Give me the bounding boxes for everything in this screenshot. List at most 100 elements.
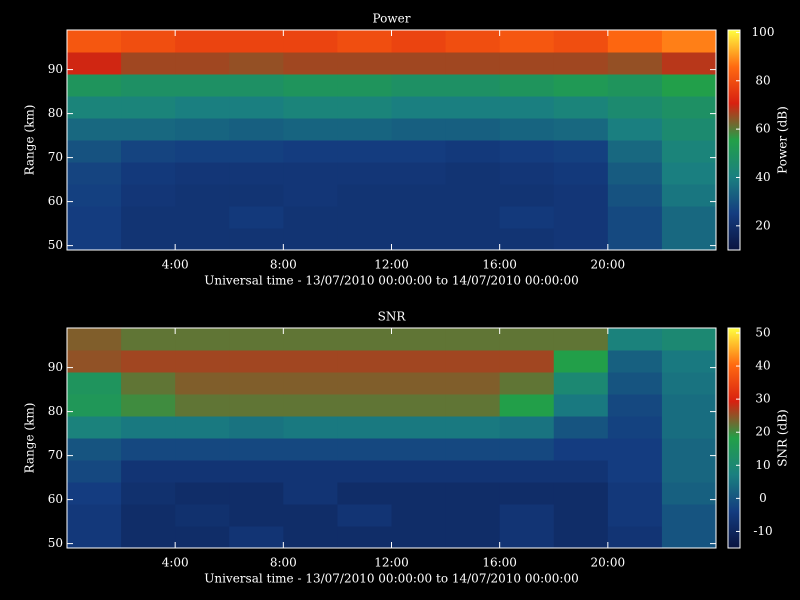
heatmap-cell [391,140,447,163]
heatmap-cell [607,206,663,229]
heatmap-cell [67,350,122,373]
heatmap-cell [229,52,284,75]
heatmap-cell [67,184,122,207]
x-axis-label: Universal time - 13/07/2010 00:00:00 to … [204,274,579,288]
heatmap-cell [499,350,555,373]
heatmap-cell [337,206,392,229]
heatmap-cell [553,96,609,119]
colorbar-tick-label: -10 [753,524,772,538]
heatmap-cell [337,162,392,185]
heatmap-cell [391,482,447,505]
heatmap-cell [499,184,555,207]
heatmap-cell [607,460,663,483]
heatmap-cell [661,140,717,163]
heatmap-cell [67,416,122,439]
heatmap-cell [337,228,392,251]
heatmap-cell [607,438,663,461]
heatmap-cell [499,228,555,251]
heatmap-cell [229,460,284,483]
heatmap-cell [229,482,284,505]
heatmap-cell [661,328,717,351]
heatmap-cell [67,228,122,251]
colorbar-tick-label: 0 [759,491,767,505]
heatmap-cell [445,328,501,351]
heatmap-cell [391,438,447,461]
heatmap-cell [283,96,338,119]
heatmap-cell [283,184,338,207]
heatmap-cell [607,184,663,207]
colorbar-tick-label: 20 [755,425,770,439]
x-tick-label: 16:00 [482,258,517,272]
heatmap-cell [391,162,447,185]
heatmap-cell [391,394,447,417]
colorbar-label: Power (dB) [776,106,790,174]
heatmap-cell [445,504,501,527]
heatmap-cell [67,52,122,75]
heatmap-cell [283,394,338,417]
heatmap-cell [67,206,122,229]
heatmap-cell [175,30,230,53]
y-tick-label: 50 [48,536,63,550]
heatmap-cell [121,30,176,53]
colorbar-tick-label: 50 [755,325,770,339]
colorbar-tick-label: 40 [755,359,770,373]
heatmap-cell [121,482,176,505]
heatmap-cell [175,504,230,527]
heatmap-cell [229,504,284,527]
colorbar-tick-label: 60 [755,122,770,136]
heatmap-cell [445,118,501,141]
heatmap-cell [553,460,609,483]
heatmap-cell [67,438,122,461]
heatmap-cell [391,350,447,373]
heatmap-cell [337,372,392,395]
heatmap-cell [607,328,663,351]
heatmap-cell [553,394,609,417]
heatmap-cell [67,140,122,163]
heatmap-cell [175,416,230,439]
heatmap-cell [121,140,176,163]
heatmap-cell [283,372,338,395]
heatmap-cell [283,460,338,483]
heatmap-cell [661,438,717,461]
x-tick-label: 12:00 [374,258,409,272]
heatmap-cell [175,482,230,505]
x-axis-label: Universal time - 13/07/2010 00:00:00 to … [204,572,579,586]
heatmap-cell [121,74,176,97]
heatmap-cell [229,328,284,351]
heatmap-cell [661,30,717,53]
colorbar [727,327,741,549]
heatmap-cell [391,460,447,483]
heatmap-cell [499,118,555,141]
heatmap-cell [553,328,609,351]
heatmap-cell [391,328,447,351]
y-axis-label: Range (km) [23,403,37,474]
heatmap-cell [553,350,609,373]
heatmap-cell [661,162,717,185]
heatmap-cell [121,228,176,251]
heatmap-cell [607,416,663,439]
heatmap-cell [553,52,609,75]
heatmap-cell [553,140,609,163]
heatmap-cell [391,30,447,53]
heatmap-cell [499,96,555,119]
heatmap-cell [445,162,501,185]
heatmap-cell [283,162,338,185]
heatmap-cell [337,460,392,483]
heatmap-cell [445,52,501,75]
y-tick-label: 70 [48,448,63,462]
heatmap-cell [229,416,284,439]
heatmap-cell [175,460,230,483]
heatmap-cell [229,228,284,251]
heatmap-cell [67,394,122,417]
heatmap-cell [283,140,338,163]
heatmap-cell [229,118,284,141]
heatmap-cell [229,140,284,163]
heatmap-cell [175,328,230,351]
heatmap-cell [121,372,176,395]
heatmap-cell [499,504,555,527]
heatmap-cell [499,140,555,163]
heatmap-cell [229,372,284,395]
heatmap-cell [661,372,717,395]
colorbar-tick-label: 80 [755,73,770,87]
heatmap-cell [67,460,122,483]
